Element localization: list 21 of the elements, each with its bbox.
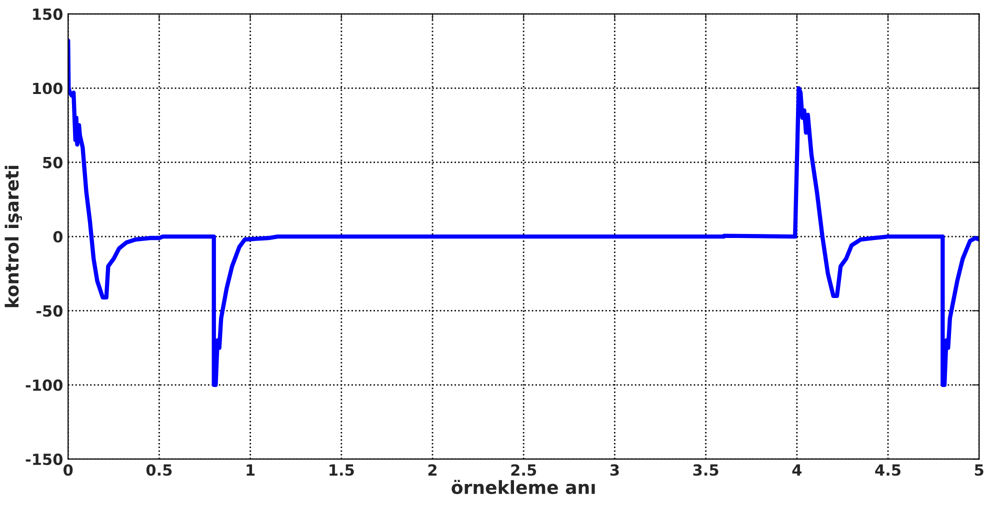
x-tick-label: 0.5	[146, 464, 172, 476]
y-tick-label: 50	[43, 156, 63, 168]
x-tick-label: 5	[974, 464, 984, 476]
y-tick-label: 150	[33, 8, 63, 20]
x-tick-label: 4	[792, 464, 802, 476]
y-tick-label: -100	[26, 379, 63, 391]
line-series	[68, 38, 980, 387]
x-tick-label: 0	[64, 464, 73, 476]
x-tick-label: 1	[246, 464, 255, 476]
y-tick-label: 100	[33, 82, 63, 94]
x-tick-label: 2.5	[511, 464, 536, 476]
x-tick-label: 4.5	[875, 464, 900, 476]
x-axis-title: örnekleme anı	[452, 480, 595, 494]
y-tick-label: 0	[53, 230, 63, 243]
y-tick-label: -50	[36, 305, 63, 317]
x-tick-label: 2	[428, 464, 436, 476]
y-tick-label: -150	[26, 454, 63, 466]
x-tick-label: 3	[610, 464, 619, 476]
x-tick-label: 1.5	[330, 464, 354, 476]
x-tick-label: 3.5	[693, 464, 718, 476]
y-axis-title: kontrol işareti	[4, 166, 22, 308]
